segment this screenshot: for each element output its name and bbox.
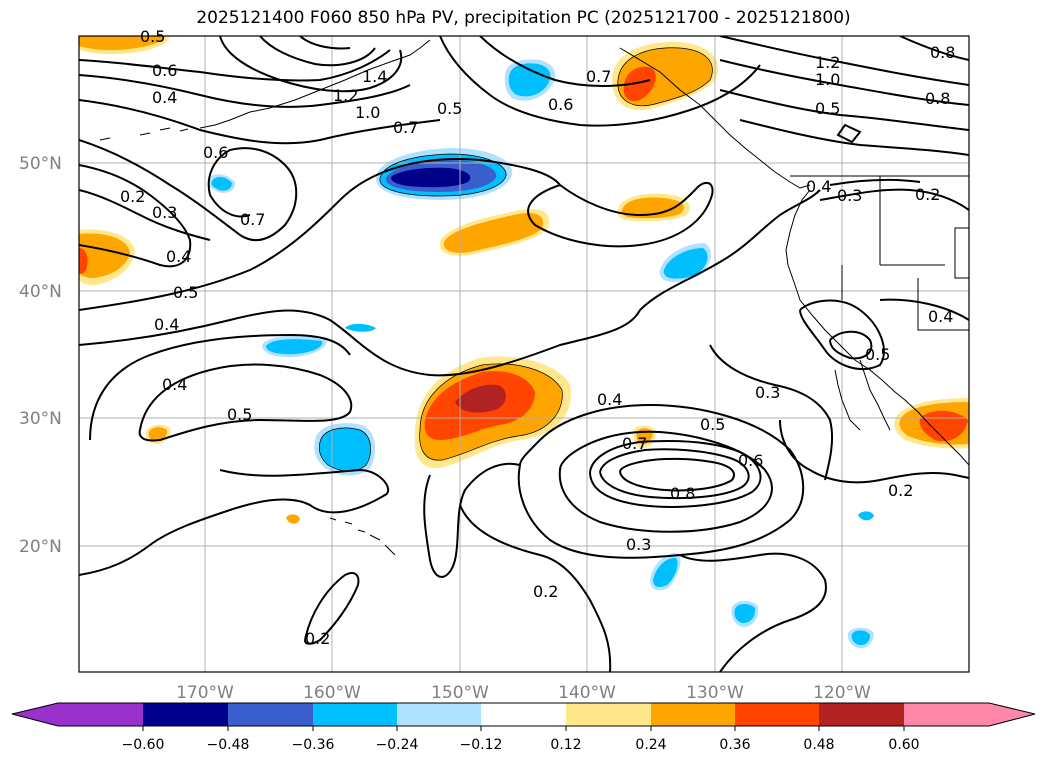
contour-label: 0.6 [152,61,177,80]
contour-label: 0.8 [670,484,695,503]
contour-label: 0.5 [815,99,840,118]
contour-label: 0.3 [755,383,780,402]
lat-label: 40°N [19,282,62,302]
colorbar-segment [566,703,651,726]
contour-label: 1.2 [333,86,358,105]
contour-label: 0.4 [154,315,179,334]
colorbar-segment [313,703,397,726]
map-title: 2025121400 F060 850 hPa PV, precipitatio… [196,8,851,28]
colorbar-tick-label: −0.36 [292,737,335,753]
contour-label: 0.5 [700,415,725,434]
lon-label: 140°W [558,683,616,703]
colorbar-tick-label: 0.24 [635,737,666,753]
contour-label: 0.4 [162,375,187,394]
colorbar-segment [58,703,143,726]
colorbar-tick-label: −0.60 [122,737,165,753]
contour-label: 0.4 [928,307,953,326]
contour-label: 0.7 [586,67,611,86]
contour-label: 0.4 [166,247,191,266]
contour-label: 0.2 [915,185,940,204]
lon-label: 170°W [176,683,234,703]
contour-label: 0.2 [888,481,913,500]
colorbar-segment [904,703,989,726]
lon-label: 150°W [431,683,489,703]
colorbar-tick-label: 0.12 [550,737,581,753]
latitude-labels: 50°N 40°N 30°N 20°N [19,154,62,557]
lat-label: 50°N [19,154,62,174]
contour-label: 0.3 [152,203,177,222]
contour-label: 0.5 [173,283,198,302]
contour-label: 0.2 [533,582,558,601]
colorbar-segment [481,703,566,726]
contour-label: 0.8 [925,89,950,108]
colorbar: −0.60 −0.48 −0.36 −0.24 −0.12 0.12 0.24 … [11,702,1036,753]
coastlines [99,39,969,556]
colorbar-segment [12,703,58,726]
contour-label: 0.5 [227,405,252,424]
colorbar-tick-label: −0.24 [376,737,419,753]
contour-label: 0.5 [437,99,462,118]
longitude-labels: 170°W 160°W 150°W 140°W 130°W 120°W [176,683,871,703]
colorbar-segment [735,703,819,726]
colorbar-tick-label: 0.48 [803,737,834,753]
precip-outlines [318,47,713,472]
contour-label: 0.6 [548,95,573,114]
contour-labels: 0.5 0.6 0.4 1.4 1.2 1.0 0.7 0.5 0.6 0.7 … [120,27,955,648]
colorbar-tick-label: −0.12 [460,737,503,753]
contour-label: 1.4 [362,67,387,86]
colorbar-segment [989,703,1035,726]
lat-label: 20°N [19,537,62,557]
lon-label: 120°W [813,683,871,703]
colorbar-segment [143,703,228,726]
contour-label: 0.3 [837,186,862,205]
colorbar-outline [11,702,1036,727]
contour-label: 0.7 [393,118,418,137]
colorbar-tick-label: 0.60 [888,737,919,753]
contour-label: 0.7 [622,434,647,453]
contour-label: 1.2 [815,53,840,72]
colorbar-segment [819,703,904,726]
contour-label: 0.6 [203,143,228,162]
pv-contours [79,36,969,672]
colorbar-tick-label: −0.48 [207,737,250,753]
lon-label: 160°W [303,683,361,703]
contour-label: 0.7 [240,210,265,229]
contour-label: 0.4 [806,177,831,196]
contour-label: 0.6 [738,451,763,470]
contour-label: 0.5 [865,345,890,364]
lon-label: 130°W [686,683,744,703]
contour-label: 0.3 [626,535,651,554]
lat-label: 30°N [19,409,62,429]
plot-area [79,36,969,672]
contour-label: 0.2 [120,187,145,206]
contour-label: 0.4 [597,390,622,409]
contour-label: 1.0 [815,70,840,89]
contour-label: 0.4 [152,88,177,107]
colorbar-segment [651,703,735,726]
plot-frame [78,35,970,673]
contour-label: 0.2 [305,629,330,648]
contour-label: 0.8 [930,43,955,62]
contour-label: 1.0 [355,103,380,122]
colorbar-segment [397,703,481,726]
colorbar-segment [228,703,313,726]
colorbar-tick-label: 0.36 [719,737,750,753]
